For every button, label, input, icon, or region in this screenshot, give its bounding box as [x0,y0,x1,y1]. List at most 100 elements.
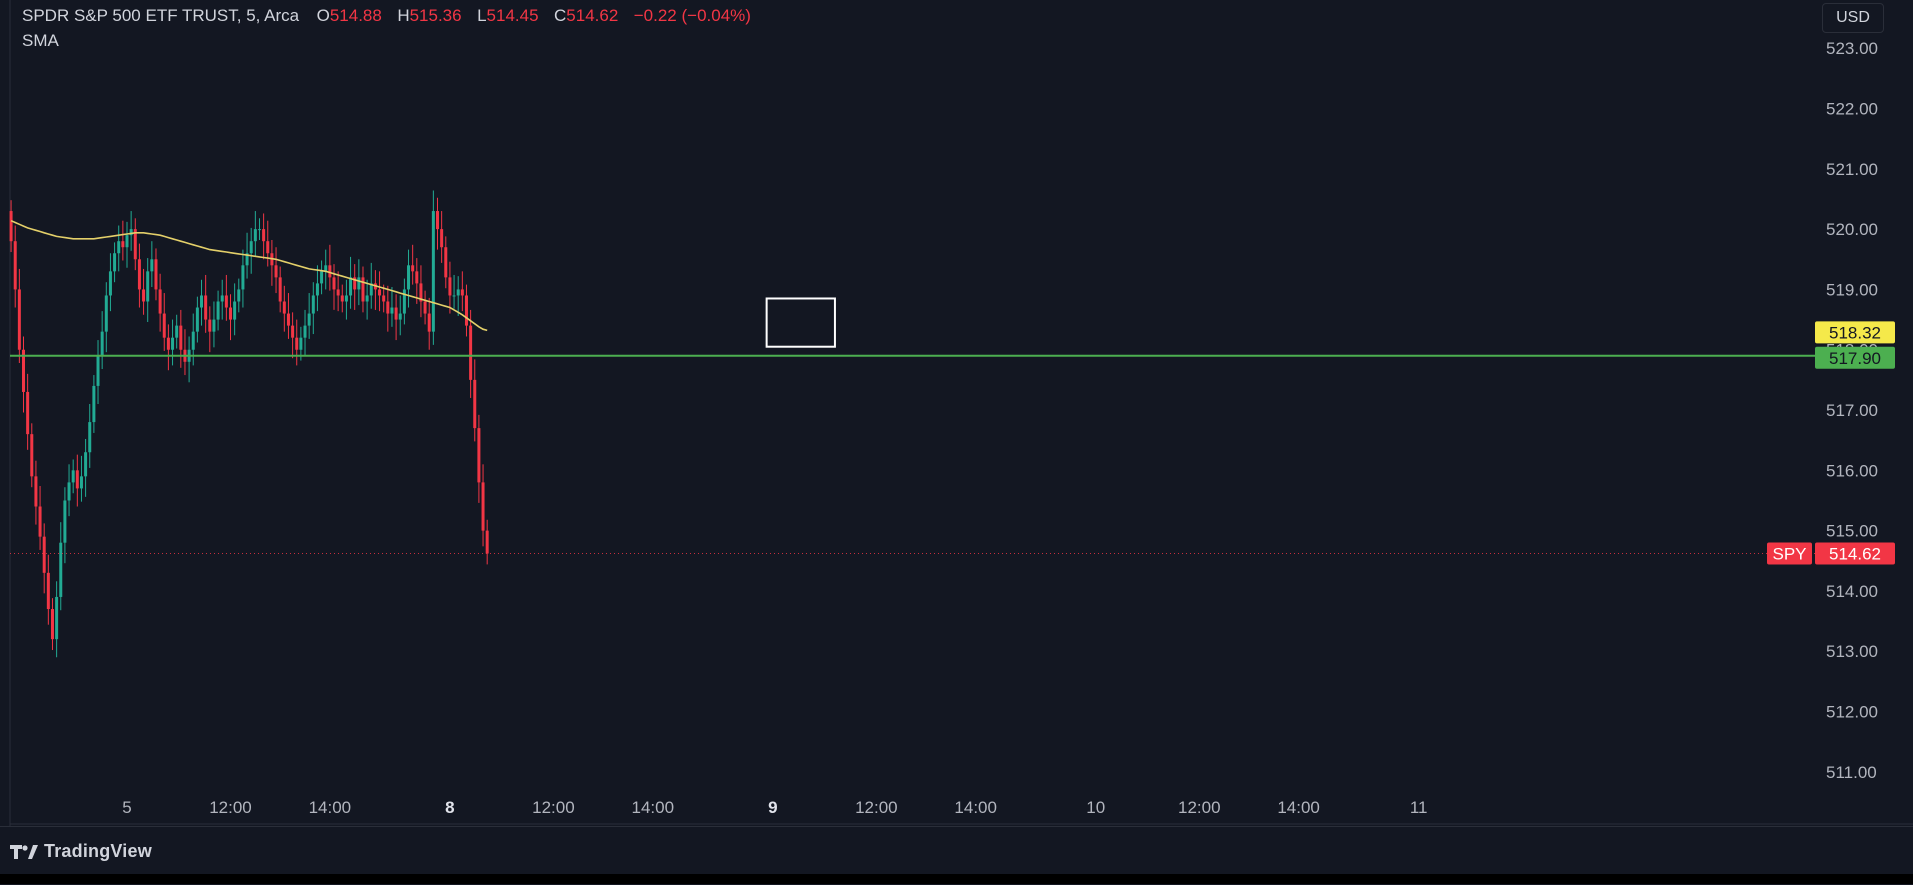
candle-body [224,295,228,308]
candle-body [79,476,83,489]
candle-body [125,235,129,248]
price-tick-label: 521.00 [1826,160,1878,179]
candle-body [237,289,241,302]
support-price-badge[interactable]: 517.90 [1815,346,1895,369]
candle-body [46,572,50,610]
candle [46,554,50,625]
candle-body [92,385,96,423]
time-tick-label: 14:00 [954,798,997,817]
candle [278,266,282,313]
candle [361,266,365,313]
candle-body [113,253,117,272]
candle [137,243,141,308]
candle [191,313,195,366]
candle-body [257,229,261,231]
indicator-name[interactable]: SMA [22,31,59,50]
candle-body [274,265,278,278]
candle [117,225,121,272]
candle [357,259,361,306]
candle [154,248,158,301]
candle [204,274,208,333]
time-tick-label: 11 [1410,798,1428,817]
open-value: 514.88 [329,6,382,25]
high-label: H [397,6,410,25]
candle [440,211,444,263]
support-price-badge-bg [1815,346,1895,369]
candle-body [394,307,398,320]
candle-body [485,530,489,554]
candle-body [365,295,369,302]
candle-body [477,428,481,483]
candle [171,319,175,366]
candle-body [108,271,112,296]
candle [286,293,290,339]
candle [26,373,30,450]
sma-price-badge-text: 518.32 [1829,323,1881,342]
candle [195,296,199,343]
candle [464,284,468,337]
candle-body [332,277,336,290]
candle-body [361,277,365,302]
candle [303,309,307,356]
candle [291,312,295,359]
candle-body [17,289,21,350]
candle-body [50,609,54,640]
legend-ohlc[interactable]: SPDR S&P 500 ETF TRUST, 5, Arca O514.88 … [22,6,751,26]
last-price-badge-bg [1815,542,1895,565]
candle-body [229,307,232,320]
support-price-badge-text: 517.90 [1829,349,1881,368]
candle-body [67,482,71,501]
candle [179,309,183,368]
candle [320,260,324,295]
candle-body [295,337,299,350]
candle-body [340,295,344,302]
open-label: O [316,6,330,25]
candle-body [88,422,92,453]
time-tick-label: 9 [768,798,777,817]
price-tick-label: 511.00 [1826,763,1877,782]
candle-body [460,289,464,296]
candle-body [386,301,390,314]
candle [108,253,112,312]
candle [282,285,286,332]
candle [349,256,353,309]
candle [386,285,390,332]
candle [113,242,117,283]
time-axis[interactable]: 5 12:00 14:00 8 12:00 14:00 9 12:00 14:00 10 12:00… [122,798,1427,817]
candle [92,375,96,433]
candle [307,293,311,339]
price-tick-label: 515.00 [1826,522,1878,541]
price-levels [10,297,1815,555]
legend-indicator-sma[interactable]: SMA [22,31,59,51]
candle-body [129,229,133,236]
candle-body [241,265,245,290]
candle [332,264,336,310]
currency-button[interactable]: USD [1822,3,1884,33]
candle-body [299,337,303,350]
sma-price-badge[interactable]: 518.32 [1815,321,1895,344]
candle-body [436,211,439,230]
candle-body [195,307,199,332]
price-axis[interactable]: 523.00522.00521.00520.00519.00518.00517.… [1826,39,1878,782]
candle [100,311,104,370]
tradingview-logo[interactable]: TradingView [10,841,152,862]
candle [59,522,63,611]
candle-body [448,277,452,296]
candle-body [411,265,415,272]
candle [175,314,179,349]
highlight-box-annotation[interactable] [765,297,836,348]
candle-body [382,295,386,302]
low-label: L [477,6,487,25]
symbol-tag[interactable]: SPY [1767,542,1812,565]
candle [419,265,423,318]
candle [423,290,427,325]
candle [448,261,452,314]
symbol-tag-bg [1767,542,1812,565]
candle-body [142,289,146,302]
candle [104,282,108,353]
candle [63,487,67,564]
symbol-description[interactable]: SPDR S&P 500 ETF TRUST, 5, Arca [22,6,300,25]
candle [129,211,133,251]
last-price-badge[interactable]: 514.62 [1815,542,1895,565]
